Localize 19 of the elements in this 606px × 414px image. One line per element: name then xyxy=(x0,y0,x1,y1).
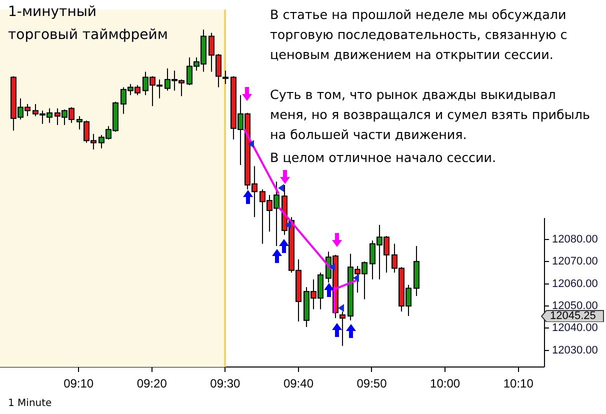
text: 1 Minute xyxy=(8,397,52,411)
y-tick-label: 12040.00 xyxy=(552,322,598,334)
x-tick-label: 09:50 xyxy=(356,376,388,391)
y-tick-label: 12070.00 xyxy=(552,256,598,268)
x-tick-label: 10:10 xyxy=(503,376,534,391)
y-tick-label: 12080.00 xyxy=(552,233,598,246)
annotation: 1-минутный торговый таймфрейм xyxy=(8,3,168,45)
annotation: В целом отличное начало сессии. xyxy=(270,149,496,167)
x-tick-label: 10:00 xyxy=(430,376,460,391)
x-tick-label: 09:20 xyxy=(136,376,168,391)
x-tick-label: 09:40 xyxy=(283,376,314,391)
x-tick-label: 09:30 xyxy=(210,376,241,391)
y-tick-label: 12030.00 xyxy=(552,344,598,356)
text: 12045.25 xyxy=(550,310,596,322)
y-tick-label: 12050.00 xyxy=(552,300,598,312)
x-tick-label: 09:10 xyxy=(64,376,94,391)
annotation: Суть в том, что рынок дважды выкидывал меня, но я возвращался и сумел взять прибыль на большей части движения. xyxy=(270,86,590,144)
annotation: В статье на прошлой неделе мы обсуждали торговую последовательность, связанную с ценовым движением на открытии сессии. xyxy=(270,6,568,64)
y-tick-label: 12060.00 xyxy=(552,278,598,290)
